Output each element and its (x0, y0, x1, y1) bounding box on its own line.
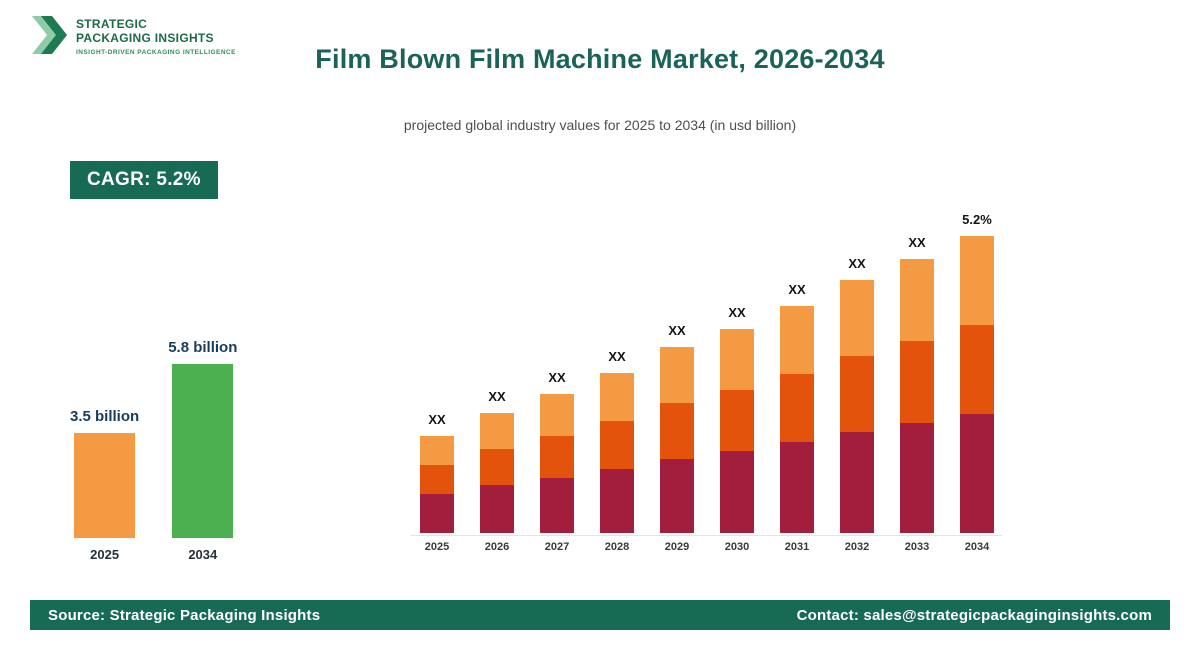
segment-top-2033 (900, 259, 934, 341)
segment-top-2034 (960, 236, 994, 325)
bar-value-label: XX (548, 370, 566, 385)
year-label: 2030 (724, 541, 750, 553)
stacked-bar-group-2034: 5.2% 2034 (960, 213, 994, 554)
segment-middle-2028 (600, 421, 634, 469)
segment-bottom-2026 (480, 485, 514, 533)
summary-value-label: 3.5 billion (70, 408, 140, 425)
summary-year-label: 2034 (188, 547, 218, 562)
stacked-bar-chart: XX 2025 XX 2026 XX 2027 XX 2028 XX 2029 XX 2030 XX 20… (420, 213, 994, 554)
stacked-bar-group-2033: XX 2033 (900, 236, 934, 554)
logo-chevrons-icon (32, 14, 68, 56)
stacked-bar-group-2032: XX 2032 (840, 257, 874, 554)
footer-contact: Contact: sales@strategicpackaginginsight… (796, 606, 1152, 624)
segment-middle-2029 (660, 403, 694, 459)
bar-value-label: XX (788, 282, 806, 297)
segment-bottom-2034 (960, 414, 994, 533)
year-label: 2029 (664, 541, 690, 553)
logo-tagline: INSIGHT-DRIVEN PACKAGING INTELLIGENCE (76, 49, 236, 57)
year-label: 2033 (904, 541, 930, 553)
segment-bottom-2029 (660, 459, 694, 533)
bar-value-label: XX (908, 235, 926, 250)
stacked-bar-2026 (480, 413, 514, 533)
segment-middle-2030 (720, 390, 754, 451)
year-label: 2032 (844, 541, 870, 553)
logo-text: STRATEGIC PACKAGING INSIGHTS INSIGHT-DRI… (76, 14, 236, 56)
year-label: 2028 (604, 541, 630, 553)
segment-middle-2034 (960, 325, 994, 414)
summary-value-label: 5.8 billion (168, 339, 238, 356)
stacked-bar-2034 (960, 236, 994, 533)
logo: STRATEGIC PACKAGING INSIGHTS INSIGHT-DRI… (32, 14, 236, 56)
summary-bar-group-2025: 3.5 billion 2025 (70, 409, 139, 562)
page-subtitle: projected global industry values for 202… (403, 117, 797, 133)
bar-value-label: XX (428, 412, 446, 427)
x-axis-line (410, 535, 1002, 536)
segment-middle-2027 (540, 436, 574, 478)
segment-middle-2031 (780, 374, 814, 442)
segment-bottom-2033 (900, 423, 934, 533)
stacked-bar-2025 (420, 436, 454, 533)
stacked-bar-group-2031: XX 2031 (780, 283, 814, 554)
segment-middle-2026 (480, 449, 514, 485)
stacked-bar-group-2027: XX 2027 (540, 371, 574, 554)
segment-top-2032 (840, 280, 874, 356)
page-title: Film Blown Film Machine Market, 2026-203… (315, 44, 885, 74)
stacked-bar-2030 (720, 329, 754, 533)
year-label: 2027 (544, 541, 570, 553)
segment-top-2028 (600, 373, 634, 421)
segment-top-2029 (660, 347, 694, 403)
year-label: 2026 (484, 541, 510, 553)
year-label: 2034 (964, 541, 990, 553)
segment-bottom-2032 (840, 432, 874, 533)
year-label: 2031 (784, 541, 810, 553)
stacked-bar-2028 (600, 373, 634, 533)
segment-bottom-2027 (540, 478, 574, 533)
segment-top-2027 (540, 394, 574, 436)
stacked-bar-2031 (780, 306, 814, 533)
summary-year-label: 2025 (90, 547, 120, 562)
summary-bar-2025 (74, 433, 136, 538)
segment-bottom-2025 (420, 494, 454, 533)
logo-line-2: PACKAGING INSIGHTS (76, 31, 214, 46)
logo-line-1: STRATEGIC (76, 17, 148, 31)
cagr-badge: CAGR: 5.2% (70, 161, 218, 199)
footer-bar: Source: Strategic Packaging Insights Con… (30, 600, 1170, 630)
year-label: 2025 (424, 541, 450, 553)
footer-source: Source: Strategic Packaging Insights (48, 606, 321, 624)
stacked-bar-group-2029: XX 2029 (660, 324, 694, 554)
segment-top-2025 (420, 436, 454, 465)
segment-middle-2032 (840, 356, 874, 432)
segment-top-2026 (480, 413, 514, 449)
stacked-bar-group-2030: XX 2030 (720, 306, 754, 554)
stacked-bar-2029 (660, 347, 694, 533)
segment-top-2030 (720, 329, 754, 390)
stacked-bar-2027 (540, 394, 574, 533)
stacked-bar-group-2026: XX 2026 (480, 390, 514, 554)
segment-top-2031 (780, 306, 814, 374)
segment-middle-2025 (420, 465, 454, 494)
bar-value-label: XX (728, 305, 746, 320)
summary-bar-2034 (172, 364, 234, 538)
bar-value-label: XX (488, 389, 506, 404)
summary-bar-group-2034: 5.8 billion 2034 (168, 340, 237, 562)
bar-value-label: XX (668, 323, 686, 338)
segment-bottom-2028 (600, 469, 634, 533)
stacked-bar-2032 (840, 280, 874, 533)
bar-value-label: 5.2% (962, 212, 992, 227)
bar-value-label: XX (608, 349, 626, 364)
stacked-bar-group-2025: XX 2025 (420, 413, 454, 554)
segment-middle-2033 (900, 341, 934, 423)
bar-value-label: XX (848, 256, 866, 271)
segment-bottom-2030 (720, 451, 754, 533)
stacked-bar-2033 (900, 259, 934, 533)
stacked-bar-group-2028: XX 2028 (600, 350, 634, 554)
segment-bottom-2031 (780, 442, 814, 533)
summary-bar-chart: 3.5 billion 2025 5.8 billion 2034 (70, 340, 237, 562)
